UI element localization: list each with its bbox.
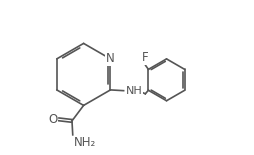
Text: NH: NH <box>126 86 143 96</box>
Text: O: O <box>48 113 57 126</box>
Text: NH₂: NH₂ <box>73 136 96 149</box>
Text: N: N <box>106 52 115 65</box>
Text: F: F <box>142 51 149 64</box>
